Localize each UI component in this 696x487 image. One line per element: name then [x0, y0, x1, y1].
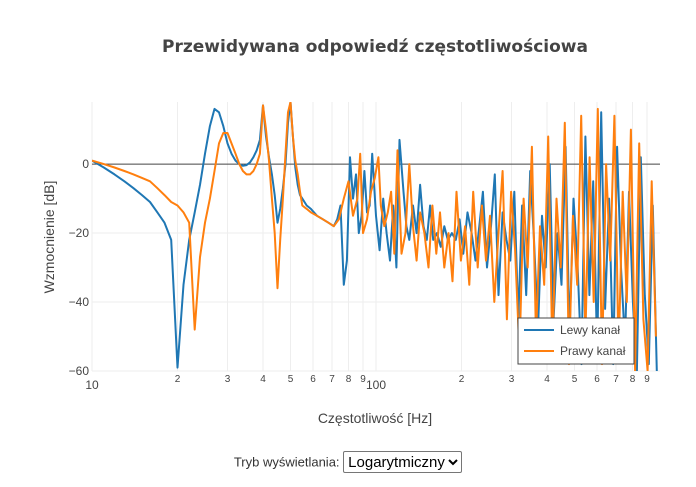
- display-mode-label: Tryb wyświetlania:: [233, 454, 340, 470]
- legend[interactable]: Lewy kanał Prawy kanał: [517, 317, 635, 365]
- x-minor-tick-label: 9: [644, 374, 650, 385]
- x-axis-title: Częstotliwość [Hz]: [318, 410, 432, 426]
- x-minor-tick-label: 8: [630, 374, 636, 385]
- display-mode-controls: Tryb wyświetlania: Logarytmiczny: [0, 451, 696, 473]
- x-minor-tick-label: 7: [613, 374, 619, 385]
- x-minor-tick-label: 4: [260, 374, 266, 385]
- x-minor-tick-label: 3: [225, 374, 231, 385]
- legend-label-left: Lewy kanał: [560, 323, 620, 337]
- y-tick-label: −20: [69, 226, 90, 240]
- x-minor-tick-label: 7: [329, 374, 335, 385]
- legend-box: [517, 317, 635, 365]
- y-tick-label: −60: [69, 364, 90, 378]
- chart-title: Przewidywana odpowiedź częstotliwościowa: [162, 37, 588, 57]
- x-minor-tick-label: 5: [288, 374, 294, 385]
- x-minor-tick-label: 6: [594, 374, 600, 385]
- series-line-right: [92, 102, 657, 371]
- y-tick-label: −40: [69, 295, 90, 309]
- y-tick-label: 0: [82, 157, 89, 171]
- x-minor-tick-label: 2: [175, 374, 181, 385]
- x-minor-tick-label: 9: [360, 374, 366, 385]
- y-axis-ticks: 0 −20 −40 −60: [69, 157, 90, 378]
- x-major-tick-label: 100: [366, 378, 386, 392]
- series-lines: [92, 102, 658, 371]
- x-minor-tick-label: 2: [459, 374, 465, 385]
- display-mode-select[interactable]: Logarytmiczny: [343, 451, 463, 473]
- x-minor-tick-label: 8: [346, 374, 352, 385]
- x-minor-tick-label: 5: [572, 374, 578, 385]
- x-minor-tick-label: 6: [310, 374, 316, 385]
- x-minor-tick-label: 3: [509, 374, 515, 385]
- x-major-tick-label: 10: [85, 378, 99, 392]
- y-axis-title: Wzmocnienie [dB]: [41, 181, 57, 294]
- x-minor-tick-label: 4: [544, 374, 550, 385]
- legend-label-right: Prawy kanał: [560, 344, 626, 358]
